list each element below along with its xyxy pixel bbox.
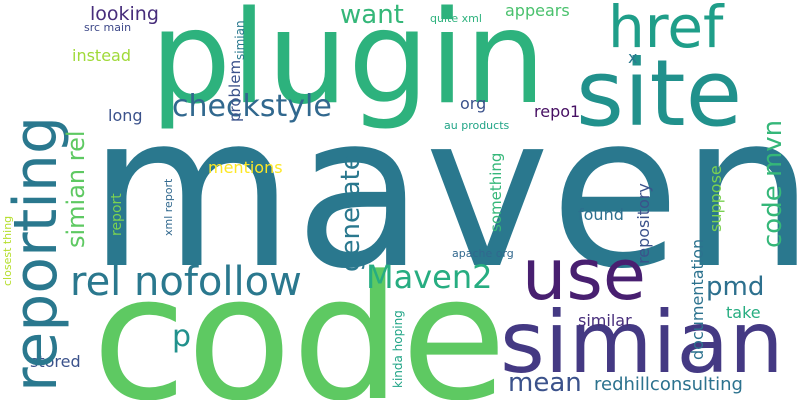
word-problem: problem <box>226 59 244 122</box>
word-checkstyle: checkstyle <box>172 89 332 124</box>
word-use: use <box>522 234 646 316</box>
word-redhillconsulting: redhillconsulting <box>594 374 743 395</box>
word-plugin: plugin <box>150 0 546 133</box>
word-instead: instead <box>72 46 131 65</box>
word-maven: maven <box>88 68 800 315</box>
word-want: want <box>340 0 404 30</box>
word-p: p <box>172 319 192 354</box>
word-apache-org: apache org <box>452 247 514 260</box>
word-xml-report: xml report <box>162 178 175 236</box>
word-closest-thing: closest thing <box>1 215 14 286</box>
word-simian-big: simian <box>500 293 784 393</box>
word-repo1: repo1 <box>534 102 581 121</box>
word-looking: looking <box>90 3 159 25</box>
word-something: something <box>487 152 505 232</box>
word-reporting: reporting <box>1 115 71 392</box>
word-rel-nofollow: rel nofollow <box>70 259 302 305</box>
word-take: take <box>726 303 761 322</box>
word-mean: mean <box>508 368 582 398</box>
word-code-mvn: code mvn <box>758 119 788 248</box>
word-x: x <box>628 48 638 67</box>
word-site: site <box>576 40 743 147</box>
word-pmd: pmd <box>706 272 765 302</box>
word-appears: appears <box>505 1 570 20</box>
word-code: code <box>92 238 507 400</box>
word-documentation: documentation <box>688 238 707 360</box>
word-mentions: mentions <box>208 158 283 177</box>
word-kinda-hoping: kinda hoping <box>391 310 405 388</box>
word-long: long <box>108 106 143 125</box>
word-repository: repository <box>634 183 653 264</box>
word-au-products: au products <box>444 119 510 132</box>
word-report: report <box>109 193 125 236</box>
word-maven2: Maven2 <box>366 258 493 296</box>
word-simian-small: simian <box>233 20 247 60</box>
word-suppose: suppose <box>706 165 725 232</box>
word-href: href <box>608 0 724 61</box>
word-generate: generate <box>336 154 366 272</box>
word-quite-xml: quite xml <box>430 12 482 25</box>
word-found: found <box>578 205 624 224</box>
word-org: org <box>460 94 487 113</box>
word-src-main: src main <box>84 21 132 34</box>
word-similar: similar <box>578 311 632 330</box>
word-stored: stored <box>30 352 81 371</box>
word-simian-rel: simian rel <box>62 130 90 248</box>
